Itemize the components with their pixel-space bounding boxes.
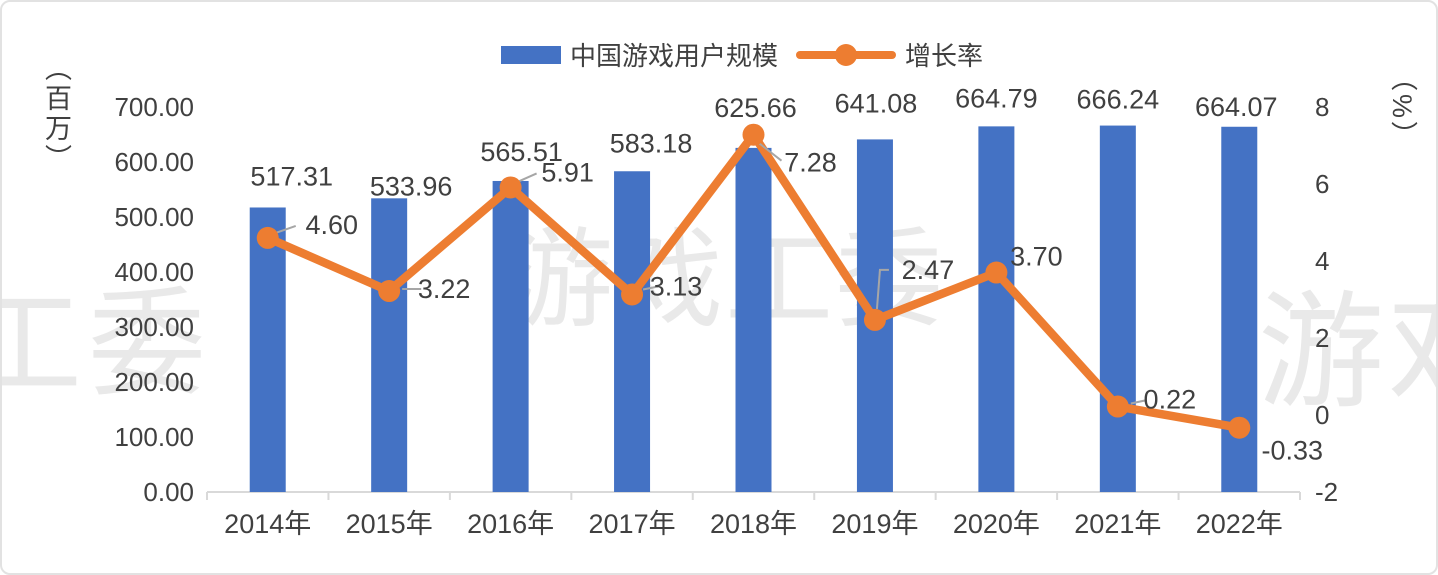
bar-value-label: 565.51 [480, 137, 563, 167]
bar-2017年 [614, 171, 651, 492]
label-leader-line [875, 268, 889, 309]
legend-line-marker-icon [835, 43, 857, 66]
x-axis-label: 2022年 [1196, 509, 1283, 539]
line-value-label: -0.33 [1262, 436, 1324, 466]
line-value-label: 3.13 [650, 271, 703, 301]
label-leader-line [275, 224, 297, 234]
bar-value-label: 664.07 [1195, 92, 1278, 122]
legend-label-growth: 增长率 [905, 41, 984, 71]
legend-item-growth: 增长率 [796, 36, 983, 73]
left-axis-tick-label: 100.00 [114, 422, 194, 452]
line-value-label: 2.47 [902, 255, 955, 285]
x-axis-label: 2021年 [1074, 509, 1161, 539]
legend-bar-swatch-icon [500, 45, 561, 64]
legend-label-users: 中国游戏用户规模 [569, 41, 778, 71]
x-axis-label: 2015年 [346, 509, 433, 539]
legend-line-swatch-icon [796, 43, 896, 66]
line-marker-2017年 [621, 283, 644, 306]
x-axis-label: 2020年 [953, 509, 1040, 539]
legend-item-users: 中国游戏用户规模 [500, 36, 778, 73]
line-value-label: 7.28 [784, 148, 837, 178]
line-value-label: 3.70 [1010, 242, 1063, 272]
x-axis-label: 2016年 [467, 509, 554, 539]
line-value-label: 5.91 [541, 157, 594, 187]
bar-value-label: 517.31 [250, 161, 333, 191]
label-leader-line [1130, 399, 1146, 405]
right-axis-tick-label: 6 [1315, 169, 1329, 199]
line-marker-2022年 [1228, 416, 1251, 439]
left-axis-tick-label: 300.00 [114, 312, 194, 342]
bar-2020年 [978, 126, 1015, 492]
left-axis-tick-label: 700.00 [114, 92, 194, 122]
bar-value-label: 666.24 [1077, 85, 1160, 115]
line-value-label: 4.60 [305, 210, 358, 240]
line-marker-2014年 [256, 226, 279, 249]
bar-value-label: 664.79 [955, 83, 1038, 113]
bar-value-label: 641.08 [835, 88, 918, 118]
right-axis-title: （%） [1387, 64, 1417, 152]
chart-legend: 中国游戏用户规模 增长率 [2, 36, 1436, 73]
bar-2021年 [1099, 125, 1136, 493]
left-axis-tick-label: 500.00 [114, 202, 194, 232]
x-axis-label: 2017年 [589, 509, 676, 539]
bar-value-label: 625.66 [714, 93, 797, 123]
watermark-text: 工委 [2, 279, 213, 411]
line-marker-2015年 [378, 280, 401, 303]
bar-value-label: 533.96 [370, 171, 453, 201]
bar-value-label: 583.18 [610, 128, 693, 158]
right-axis-tick-label: 2 [1315, 323, 1329, 353]
left-axis-tick-label: 0.00 [143, 477, 194, 507]
bar-2015年 [371, 198, 408, 492]
x-axis-label: 2014年 [224, 509, 311, 539]
line-marker-2020年 [985, 261, 1008, 284]
bar-2018年 [735, 147, 772, 492]
right-axis-tick-label: 8 [1315, 92, 1329, 122]
x-axis-label: 2018年 [710, 509, 797, 539]
bar-2016年 [492, 180, 529, 493]
line-marker-2019年 [863, 308, 886, 331]
left-axis-tick-label: 200.00 [114, 367, 194, 397]
line-marker-2021年 [1106, 395, 1129, 418]
left-axis-tick-label: 400.00 [114, 257, 194, 287]
label-leader-line [642, 285, 659, 291]
line-marker-2016年 [499, 176, 522, 199]
x-axis-label: 2019年 [831, 509, 918, 539]
label-leader-line [518, 172, 538, 183]
watermark-text: 游戏 [1258, 282, 1436, 423]
left-axis-tick-label: 600.00 [114, 147, 194, 177]
right-axis-tick-label: 4 [1315, 246, 1329, 276]
right-axis-tick-label: -2 [1315, 477, 1338, 507]
bar-2014年 [249, 207, 286, 493]
line-value-label: 3.22 [418, 274, 471, 304]
line-marker-2018年 [742, 123, 765, 146]
line-value-label: 0.22 [1144, 385, 1197, 415]
left-axis-title: （百万） [41, 54, 71, 174]
right-axis-tick-label: 0 [1315, 400, 1329, 430]
label-leader-line [757, 141, 783, 162]
